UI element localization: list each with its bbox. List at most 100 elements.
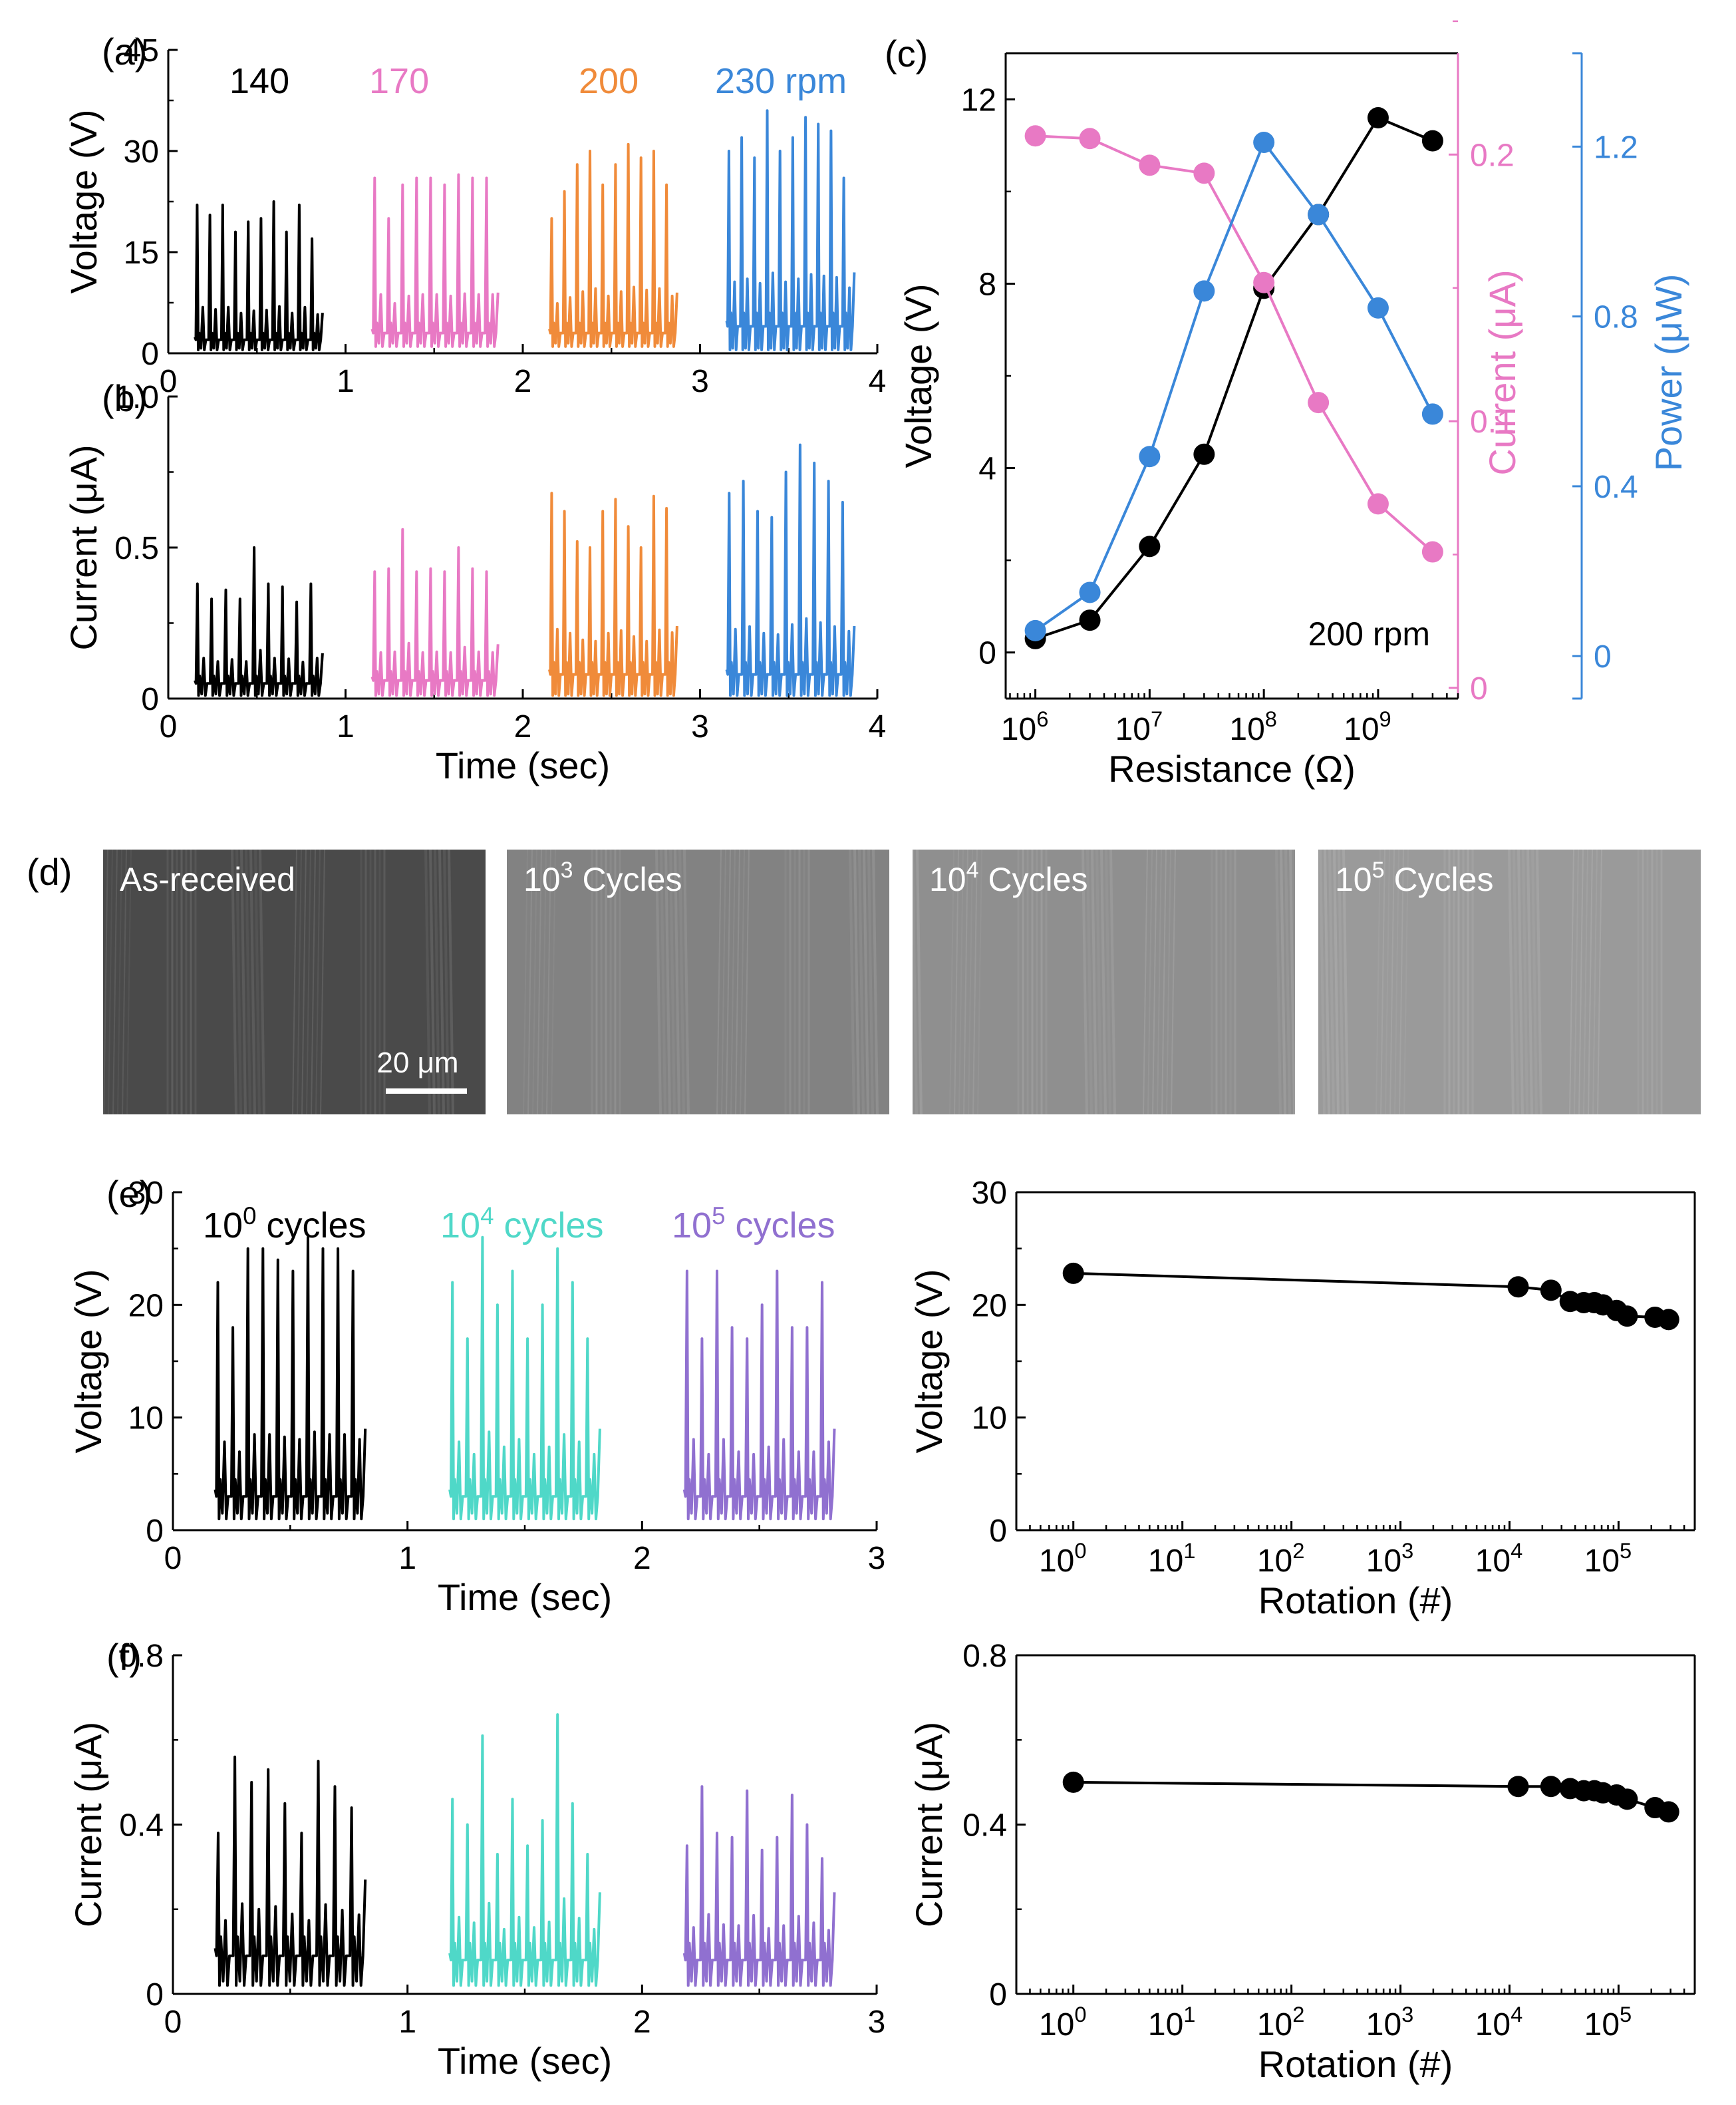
sem-texture [301, 849, 307, 1115]
sem-texture [1526, 849, 1533, 1115]
sem-texture [112, 849, 118, 1115]
c-point-power [1421, 403, 1443, 425]
e-series-label-2: 105 cycles [672, 1202, 835, 1245]
c-xtick-label-base: 10 [1344, 712, 1379, 747]
b-series-2 [548, 492, 678, 697]
scale-bar [386, 1088, 467, 1094]
f-right-ytick-label: 0.8 [962, 1639, 1007, 1674]
sem-texture [240, 849, 247, 1115]
e-right-ytick-label: 30 [972, 1176, 1007, 1211]
e-right-xtick-label: 101 [1148, 1538, 1196, 1579]
f_left-ytick-label: 0.8 [119, 1639, 164, 1674]
e-right-ylabel: Voltage (V) [908, 1269, 950, 1453]
sem-texture [1522, 849, 1528, 1115]
f_left-series-2 [682, 1785, 836, 1987]
sem-texture [730, 849, 736, 1115]
sem-texture [1399, 849, 1404, 1115]
sem-texture [1289, 849, 1296, 1115]
sem-texture [320, 849, 325, 1115]
f_left-panel-label: (f) [106, 1636, 142, 1678]
sem-texture [1161, 849, 1167, 1115]
c-xlabel: Resistance (Ω) [1108, 748, 1356, 790]
e-series-label-0: 100 cycles [203, 1202, 366, 1245]
sem-texture [972, 849, 978, 1115]
panel-a: 0 15 30 45 0 1 2 3 4 (a) Voltage (V) 140 170 200 230 r… [63, 31, 886, 399]
e-right-xtick-label-exp: 2 [1292, 1538, 1304, 1563]
f-right-xtick-label-exp: 1 [1183, 2002, 1195, 2026]
e-right-point [1658, 1309, 1679, 1331]
sem-texture [1100, 849, 1107, 1115]
sem-texture [963, 849, 968, 1115]
sem-texture [306, 849, 311, 1115]
f-right-xtick-label: 103 [1366, 2002, 1414, 2042]
c-annotation: 200 rpm [1308, 615, 1430, 653]
c-ytick-label: 4 [978, 452, 996, 487]
c-ylabel-current: Current (μA) [1481, 269, 1523, 475]
f-right-ylabel: Current (μA) [908, 1722, 950, 1927]
e-right-xtick-label-base: 10 [1039, 1543, 1074, 1579]
b-xlabel: Time (sec) [436, 744, 610, 786]
sem-label-3: 105 Cycles [1335, 858, 1493, 898]
a-ytick-label: 15 [124, 236, 159, 271]
c-point-current [1193, 162, 1215, 184]
c-ytick-label: 8 [978, 267, 996, 302]
e-series-label-1-suffix: cycles [494, 1206, 604, 1245]
sem-texture [1513, 849, 1519, 1115]
a-xtick-label: 0 [160, 364, 178, 399]
e-right-xtick-label-exp: 1 [1183, 1538, 1195, 1563]
panel-f_left-area [173, 1655, 877, 1994]
sem-texture [541, 849, 547, 1115]
sem-texture [716, 849, 722, 1115]
f_left-xtick-label: 2 [633, 2005, 651, 2040]
b-ytick-label: 0 [141, 682, 159, 717]
f-right-point [1507, 1776, 1529, 1798]
f_left-xtick-label: 3 [868, 2005, 886, 2040]
e-right-xtick-label: 102 [1257, 1538, 1305, 1579]
sem-image-bg [1318, 850, 1701, 1114]
sem-label-2-suffix: Cycles [979, 861, 1088, 898]
sem-texture [1394, 849, 1399, 1115]
f-right-xtick-label-exp: 4 [1511, 2002, 1522, 2026]
f_left-ytick-label: 0.4 [119, 1808, 164, 1844]
e-right-xtick-label-exp: 4 [1511, 1538, 1522, 1563]
sem-image-1: 103 Cycles [507, 849, 889, 1115]
e-series-label-2-base: 10 [672, 1206, 712, 1245]
b-series-1 [370, 528, 500, 697]
e_left-xlabel: Time (sec) [438, 1576, 612, 1618]
sem-texture [872, 849, 879, 1115]
panel-d: (d) As-received 103 Cycles 104 Cycles 105 Cy… [27, 849, 1701, 1115]
e-right-point [1062, 1262, 1084, 1284]
f-right-ytick-label: 0.4 [962, 1808, 1007, 1844]
f-right-xtick-label-exp: 0 [1074, 2002, 1086, 2026]
sem-texture [1583, 849, 1588, 1115]
sem-texture [117, 849, 122, 1115]
sem-texture [532, 849, 537, 1115]
c-point-power [1139, 446, 1161, 468]
c-line-current [1035, 134, 1434, 554]
b-ytick-label: 0.5 [114, 531, 159, 566]
e_left-xtick-label: 2 [633, 1541, 651, 1576]
sem-texture [1338, 849, 1344, 1115]
f-right-point [1658, 1801, 1679, 1823]
a-ytick-label: 30 [124, 134, 159, 170]
sem-texture [1082, 849, 1088, 1115]
sem-texture [853, 849, 860, 1115]
sem-texture [1319, 849, 1326, 1115]
sem-texture [1578, 849, 1584, 1115]
sem-image-3: 105 Cycles [1318, 849, 1701, 1115]
f_left-series-1 [448, 1713, 601, 1987]
c-point-voltage [1421, 130, 1443, 152]
sem-texture [1143, 849, 1148, 1115]
a-series-0 [194, 200, 324, 351]
sem-label-1-exp: 3 [561, 858, 573, 883]
e_left-xtick-label: 3 [868, 1541, 886, 1576]
sem-label-2: 104 Cycles [929, 858, 1087, 898]
c-panel-label: (c) [885, 33, 928, 75]
e_left-series-2 [682, 1269, 836, 1521]
sem-texture [551, 849, 556, 1115]
e-right-point [1616, 1305, 1638, 1327]
sem-texture [1333, 849, 1340, 1115]
f-right-point [1616, 1788, 1638, 1810]
sem-texture [1536, 849, 1542, 1115]
sem-texture [744, 849, 750, 1115]
